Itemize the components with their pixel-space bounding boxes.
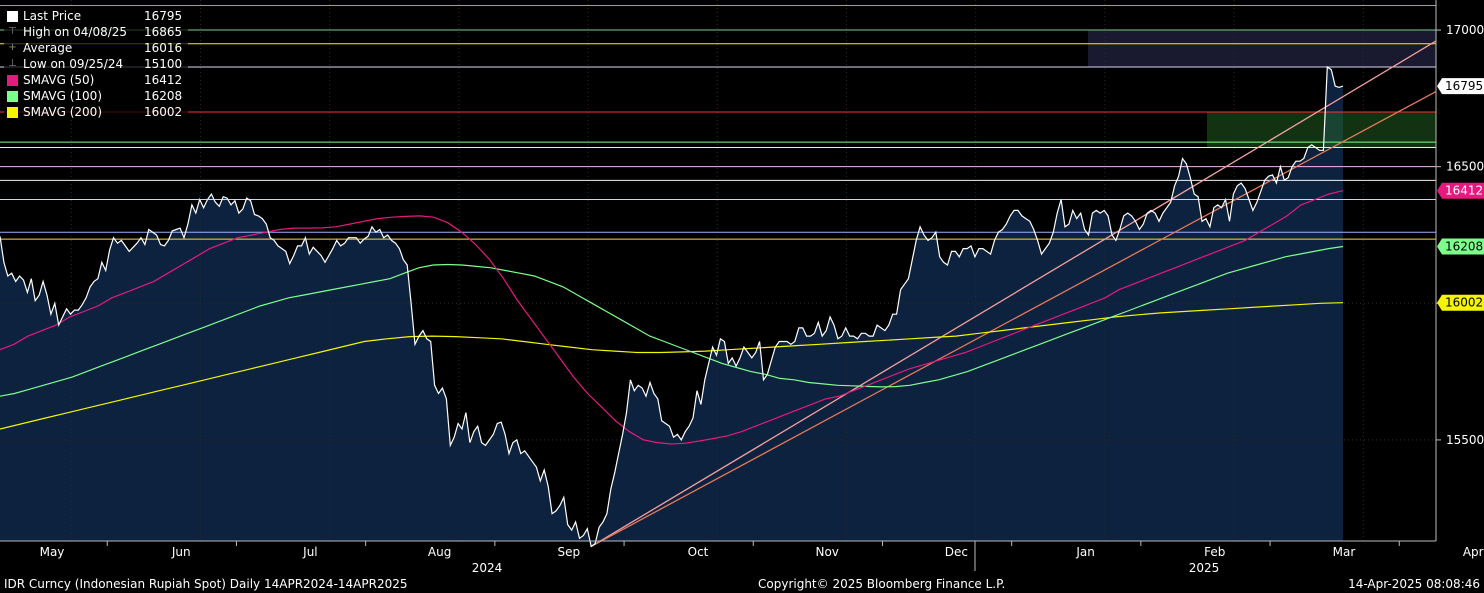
- legend-value: 16016: [144, 41, 183, 55]
- x-tick-label: Dec: [945, 545, 968, 559]
- high-marker-icon: ⊤: [8, 26, 17, 37]
- legend-value: 16002: [144, 105, 183, 119]
- legend-row: + Average 16016: [4, 40, 188, 56]
- value-tag: [1437, 182, 1484, 199]
- x-tick-label: Sep: [557, 545, 580, 559]
- value-tag: [1437, 294, 1484, 311]
- trendline: [590, 40, 1437, 548]
- trendline: [590, 90, 1437, 548]
- value-tag: [1437, 238, 1484, 255]
- legend-label: Low on 09/25/24: [23, 57, 124, 71]
- x-tick-label: Aug: [428, 545, 451, 559]
- legend-value: 15100: [144, 57, 183, 71]
- legend-swatch: [7, 10, 18, 22]
- x-year-label: 2025: [1189, 561, 1220, 575]
- x-tick-label: Mar: [1333, 545, 1356, 559]
- legend-label: Last Price: [23, 9, 82, 23]
- footer-timestamp: 14-Apr-2025 08:08:46: [1348, 577, 1480, 591]
- chart-legend: Last Price 16795 ⊤ High on 04/08/25 16865 + Av…: [4, 8, 188, 120]
- x-tick-label: Oct: [688, 545, 709, 559]
- legend-swatch: [7, 90, 18, 102]
- value-tag-label: 16412: [1445, 184, 1483, 198]
- value-tag-label: 16795: [1445, 79, 1483, 93]
- x-tick-label: Feb: [1204, 545, 1225, 559]
- value-tag-label: 16002: [1445, 296, 1483, 310]
- legend-value: 16795: [144, 9, 183, 23]
- y-tick-label: 16500: [1446, 160, 1484, 174]
- series-line-smavg-50-: [0, 190, 1344, 445]
- legend-row: ⊤ High on 04/08/25 16865: [4, 24, 188, 40]
- horizontal-levels: [0, 4, 1436, 240]
- legend-label: Average: [23, 41, 73, 55]
- y-tick-label: 15500: [1446, 433, 1484, 447]
- axes: 15500 16500 17000 May Jun Jul Aug Sep Oct Nov Dec J…: [0, 0, 1484, 575]
- x-tick-label: Apr: [1463, 545, 1484, 559]
- x-tick-label: Jul: [302, 545, 317, 559]
- avg-marker-icon: +: [8, 42, 17, 53]
- legend-row: Last Price 16795: [4, 8, 188, 24]
- x-tick-label: Jun: [171, 545, 191, 559]
- value-tag-label: 16208: [1445, 239, 1483, 253]
- range-box-upper: [1088, 30, 1436, 67]
- trendlines: [590, 40, 1437, 548]
- legend-value: 16865: [144, 25, 183, 39]
- value-tags: 16795 16412 16208 16002: [1437, 78, 1484, 311]
- price-area: [0, 66, 1343, 547]
- x-year-label: 2024: [472, 561, 503, 575]
- legend-label: SMAVG (50): [23, 73, 95, 87]
- x-tick-label: May: [40, 545, 65, 559]
- legend-row: SMAVG (100) 16208: [4, 88, 188, 104]
- legend-row: SMAVG (200) 16002: [4, 104, 188, 120]
- legend-value: 16208: [144, 89, 183, 103]
- x-tick-label: Jan: [1075, 545, 1095, 559]
- price-area-fill: [0, 66, 1343, 547]
- legend-row: ⊥ Low on 09/25/24 15100: [4, 56, 188, 72]
- legend-label: SMAVG (100): [23, 89, 103, 103]
- y-tick-label: 17000: [1446, 23, 1484, 37]
- series-line-smavg-100-: [0, 245, 1344, 397]
- legend-swatch: [7, 74, 18, 86]
- series-lines: [0, 65, 1344, 548]
- legend-row: SMAVG (50) 16412: [4, 72, 188, 88]
- footer-security-description: IDR Curncy (Indonesian Rupiah Spot) Dail…: [4, 577, 408, 591]
- legend-value: 16412: [144, 73, 183, 87]
- x-tick-label: Nov: [815, 545, 838, 559]
- value-tag: [1437, 78, 1484, 95]
- legend-swatch: [7, 106, 18, 118]
- footer-copyright: Copyright© 2025 Bloomberg Finance L.P.: [758, 577, 1006, 591]
- series-line-smavg-200-: [0, 302, 1344, 430]
- series-line-last-price: [0, 65, 1344, 548]
- low-marker-icon: ⊥: [8, 58, 17, 69]
- legend-label: High on 04/08/25: [23, 25, 128, 39]
- legend-label: SMAVG (200): [23, 105, 103, 119]
